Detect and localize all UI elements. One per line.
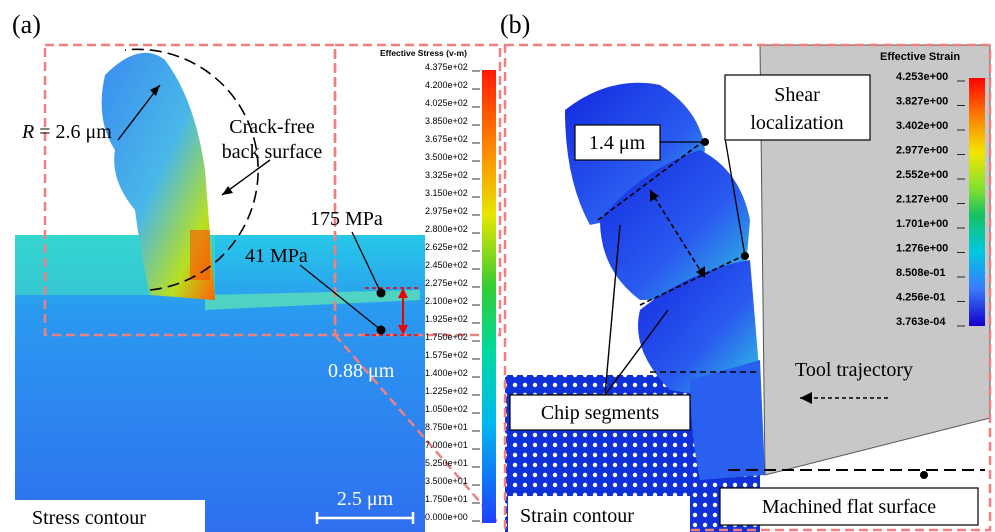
- colorbar-label: 1.750e+02: [425, 332, 468, 342]
- colorbar-label: 2.625e+02: [425, 242, 468, 252]
- colorbar-label: 8.508e-01: [896, 267, 946, 279]
- figure: (a) Crack-free back surface R = 2.6 μm 1…: [0, 0, 995, 532]
- annotation: localization: [750, 112, 843, 134]
- annotation: 1.4 μm: [589, 132, 646, 154]
- colorbar-title: Effective Strain: [880, 51, 960, 63]
- panel-label: (b): [500, 10, 530, 39]
- colorbar-label: 3.500e+01: [425, 476, 468, 486]
- colorbar-label: 3.402e+00: [896, 120, 948, 132]
- colorbar-label: 1.276e+00: [896, 243, 948, 255]
- annotation: Machined flat surface: [762, 496, 936, 518]
- symbol: R: [21, 121, 34, 143]
- colorbar-label: 2.127e+00: [896, 194, 948, 206]
- colorbar-label: 3.675e+02: [425, 134, 468, 144]
- panel-b-graphic: [505, 45, 990, 532]
- colorbar-label: 1.575e+02: [425, 350, 468, 360]
- colorbar-label: 1.400e+02: [425, 368, 468, 378]
- colorbar-label: 1.225e+02: [425, 386, 468, 396]
- annotation: Crack-free: [229, 116, 315, 138]
- colorbar-label: 0.000e+00: [425, 512, 468, 522]
- colorbar-label: 3.500e+02: [425, 152, 468, 162]
- colorbar-label: 4.025e+02: [425, 98, 468, 108]
- colorbar-label: 2.800e+02: [425, 224, 468, 234]
- caption: Stress contour: [32, 507, 146, 529]
- colorbar-title: Effective Stress (v-m): [380, 48, 467, 58]
- colorbar-label: 2.100e+02: [425, 296, 468, 306]
- colorbar-label: 1.925e+02: [425, 314, 468, 324]
- colorbar-label: 1.701e+00: [896, 218, 948, 230]
- colorbar-label: 3.150e+02: [425, 188, 468, 198]
- annotation: Chip segments: [541, 402, 660, 424]
- caption: Strain contour: [520, 505, 634, 527]
- colorbar-label: 4.375e+02: [425, 62, 468, 72]
- colorbar-label: 3.850e+02: [425, 116, 468, 126]
- annotation: Tool trajectory: [795, 359, 913, 381]
- colorbar-label: 8.750e+01: [425, 422, 468, 432]
- annotation: R = 2.6 μm: [21, 121, 112, 143]
- annotation: 175 MPa: [310, 208, 383, 230]
- annotation: = 2.6 μm: [34, 121, 112, 143]
- colorbar-label: 4.253e+00: [896, 71, 948, 83]
- colorbar-label: 3.827e+00: [896, 96, 948, 108]
- annotation: 0.88 μm: [328, 360, 395, 382]
- colorbar-label: 2.977e+00: [896, 145, 948, 157]
- annotation: Shear: [774, 84, 820, 106]
- colorbar-label: 3.325e+02: [425, 170, 468, 180]
- colorbar-label: 4.200e+02: [425, 80, 468, 90]
- colorbar-label: 4.256e-01: [896, 292, 946, 304]
- annotation: back surface: [222, 141, 323, 163]
- colorbar-label: 7.000e+01: [425, 440, 468, 450]
- colorbar-label: 1.050e+02: [425, 404, 468, 414]
- scale-bar-label: 2.5 μm: [337, 488, 394, 510]
- colorbar-label: 3.763e-04: [896, 316, 946, 328]
- colorbar-label: 2.450e+02: [425, 260, 468, 270]
- panel-label: (a): [12, 10, 41, 39]
- colorbar-label: 2.975e+02: [425, 206, 468, 216]
- colorbar-label: 2.275e+02: [425, 278, 468, 288]
- annotation: 41 MPa: [245, 245, 308, 267]
- colorbar-label: 5.250e+01: [425, 458, 468, 468]
- colorbar-label: 2.552e+00: [896, 169, 948, 181]
- colorbar-label: 1.750e+01: [425, 494, 468, 504]
